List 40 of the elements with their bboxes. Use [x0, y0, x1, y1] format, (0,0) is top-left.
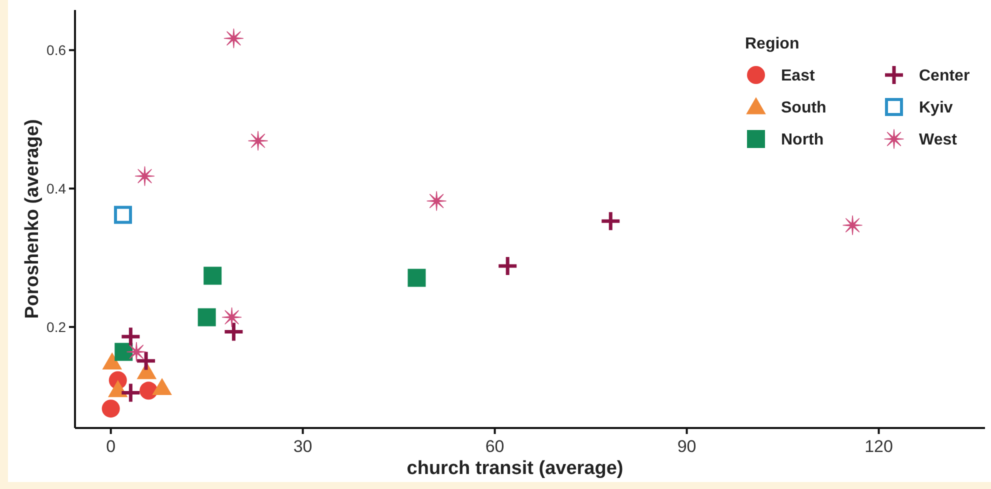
point [222, 321, 244, 343]
point [108, 380, 128, 398]
x-tick-label: 120 [864, 437, 893, 456]
y-tick-label: 0.4 [46, 180, 66, 196]
point [496, 255, 518, 277]
point [408, 268, 426, 287]
legend-title: Region [745, 36, 800, 53]
point [204, 266, 222, 285]
point [120, 326, 142, 348]
x-tick-label: 30 [293, 437, 312, 456]
y-tick-label: 0.2 [46, 318, 66, 335]
x-tick-label: 90 [677, 437, 696, 456]
point [600, 210, 622, 232]
point [134, 166, 155, 186]
point [426, 191, 446, 211]
point [102, 400, 120, 418]
point [152, 378, 172, 396]
x-tick-label: 60 [485, 437, 504, 456]
point [842, 215, 862, 236]
point [102, 352, 122, 370]
y-axis-title: Poroshenko (average) [22, 119, 43, 319]
point [198, 308, 216, 326]
x-axis-title: church transit (average) [406, 458, 624, 479]
point [114, 206, 132, 224]
point [120, 382, 142, 404]
legend-label: West [919, 132, 958, 149]
legend-label: North [781, 132, 824, 149]
legend-label: Center [919, 68, 970, 85]
point [140, 382, 158, 400]
legend-label: East [781, 68, 816, 85]
x-tick-label: 0 [106, 437, 116, 456]
point [222, 307, 242, 328]
point [135, 350, 157, 372]
point [224, 28, 244, 48]
point [248, 130, 268, 151]
point [126, 342, 146, 362]
point [114, 342, 133, 361]
legend-label: Kyiv [919, 100, 953, 117]
legend-label: South [781, 100, 826, 117]
y-tick-label: 0.6 [46, 42, 66, 58]
